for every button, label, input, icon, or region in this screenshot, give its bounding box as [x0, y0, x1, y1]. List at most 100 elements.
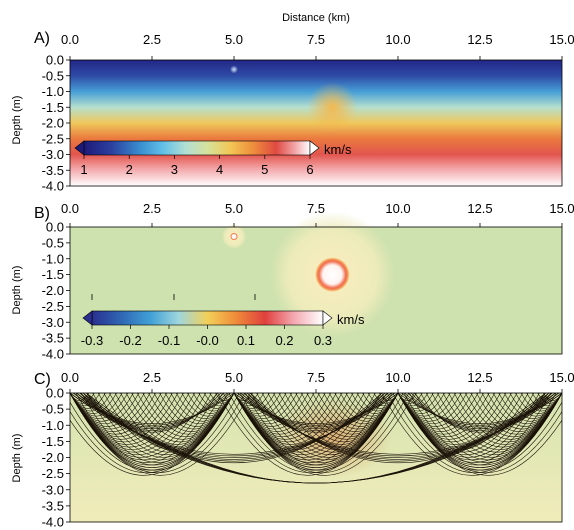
x-tick-label: 2.5 [143, 370, 161, 385]
velocity-anomaly [229, 65, 239, 74]
colorbar-a-max-arrow [309, 140, 320, 156]
ray-path [561, 393, 562, 394]
y-tick-label: -4.0 [42, 179, 64, 194]
colorbar-a-tick-label: 5 [261, 162, 268, 177]
ray-path [561, 393, 562, 394]
x-tick-label: 10.0 [385, 370, 410, 385]
y-tick-label: -3.0 [42, 147, 64, 162]
y-tick-label: 0.0 [46, 220, 64, 235]
panel-c-plot [70, 393, 562, 522]
ray-path [70, 393, 399, 455]
ray-path [397, 393, 562, 424]
y-tick-label: -2.5 [42, 131, 64, 146]
colorbar-b-tick-label: 0.1 [237, 333, 255, 348]
ray-path [414, 393, 546, 433]
x-tick-label: 0.0 [61, 201, 79, 216]
ray-path [70, 393, 235, 424]
panel-b: B) Depth (m) km/s -0.3 -0.2 -0.1 -0.0 0.1 0.2 0… [11, 201, 574, 362]
colorbar-a-tick-label: 1 [80, 162, 87, 177]
y-tick-label: -2.0 [42, 450, 64, 465]
y-tick-label: -1.0 [42, 418, 64, 433]
colorbar-a-tick-label: 3 [171, 162, 178, 177]
panel-b-plot [70, 211, 562, 354]
panel-b-colorbar: km/s -0.3 -0.2 -0.1 -0.0 0.1 0.2 0.3 [81, 294, 365, 348]
ray-path [561, 393, 562, 394]
y-tick-label: -0.5 [42, 402, 64, 417]
panel-b-ylabel: Depth (m) [11, 266, 23, 315]
y-tick-label: -4.0 [42, 515, 64, 530]
ray-path [561, 393, 562, 394]
panel-a-plot [70, 60, 562, 186]
panel-c-letter: C) [34, 371, 51, 388]
y-tick-label: -2.5 [42, 466, 64, 481]
ray-path [561, 393, 562, 394]
colorbar-a [83, 140, 311, 156]
y-tick-label: -4.0 [42, 347, 64, 362]
x-tick-label: 15.0 [549, 370, 574, 385]
ray-path [410, 393, 550, 431]
ray-path [561, 393, 562, 394]
y-tick-label: 0.0 [46, 386, 64, 401]
ray-path [561, 393, 562, 394]
ray-path [561, 393, 562, 394]
panel-a: A) Depth (m) km/s 1 2 3 4 5 6 0.0 2.5 5.0 7.5 10.0… [11, 30, 574, 194]
y-tick-label: -3.0 [42, 315, 64, 330]
ray-path [561, 393, 562, 394]
ray-path [561, 393, 562, 394]
ray-path [561, 393, 562, 394]
ray-path [561, 393, 562, 394]
ray-path [561, 393, 562, 394]
ray-path [561, 393, 562, 394]
x-tick-label: 5.0 [225, 32, 243, 47]
y-tick-label: -2.0 [42, 116, 64, 131]
y-tick-label: -1.0 [42, 251, 64, 266]
y-tick-label: -3.5 [42, 498, 64, 513]
colorbar-a-tick-label: 4 [216, 162, 223, 177]
ray-path [243, 393, 389, 430]
panel-a-letter: A) [34, 30, 50, 47]
panel-a-axes: 0.0 2.5 5.0 7.5 10.0 12.5 15.00.0-0.5-1.0-1.5-… [42, 32, 574, 194]
ray-path [381, 393, 562, 476]
ray-path [233, 393, 562, 455]
colorbar-a-unit: km/s [324, 142, 352, 157]
x-tick-label: 7.5 [307, 201, 325, 216]
y-tick-label: -1.0 [42, 84, 64, 99]
x-tick-label: 12.5 [467, 370, 492, 385]
ray-path [561, 393, 562, 394]
ray-path [561, 393, 562, 394]
ray-path [561, 393, 562, 394]
x-tick-label: 0.0 [61, 32, 79, 47]
ray-path [407, 393, 553, 430]
ray-path [561, 393, 562, 394]
ray-path [561, 393, 562, 394]
colorbar-b-tick-label: -0.3 [81, 333, 103, 348]
x-tick-label: 2.5 [143, 201, 161, 216]
ray-path [86, 393, 546, 484]
panel-c: C) Depth (m) 0.0 2.5 5.0 7.5 10.0 12.5 15.0 0.0… [11, 370, 574, 530]
ray-path [240, 393, 556, 459]
ray-path [217, 393, 399, 476]
panel-b-letter: B) [34, 205, 50, 222]
y-tick-label: -1.5 [42, 267, 64, 282]
x-tick-label: 10.0 [385, 201, 410, 216]
ray-path [561, 393, 562, 394]
ray-paths [70, 393, 562, 484]
panel-c-axes: 0.0 2.5 5.0 7.5 10.0 12.5 15.00.0-0.5-1.0-1.5-… [42, 370, 574, 530]
ray-path [561, 393, 562, 394]
y-tick-label: -1.5 [42, 100, 64, 115]
x-tick-label: 0.0 [61, 370, 79, 385]
colorbar-b-max-arrow [322, 310, 333, 326]
colorbar-b-tick-label: 0.3 [314, 333, 332, 348]
ray-path [237, 393, 395, 426]
colorbar-b-tick-label: -0.2 [119, 333, 141, 348]
velocity-anomaly [307, 82, 358, 133]
y-tick-label: 0.0 [46, 53, 64, 68]
panel-c-ylabel: Depth (m) [11, 434, 23, 483]
panel-b-axes: 0.0 2.5 5.0 7.5 10.0 12.5 15.00.0-0.5-1.0-1.5-… [42, 201, 574, 362]
ray-path [561, 393, 562, 394]
ray-path [237, 393, 559, 457]
ray-path [70, 393, 235, 476]
ray-path [404, 393, 556, 428]
ray-path [561, 393, 562, 394]
